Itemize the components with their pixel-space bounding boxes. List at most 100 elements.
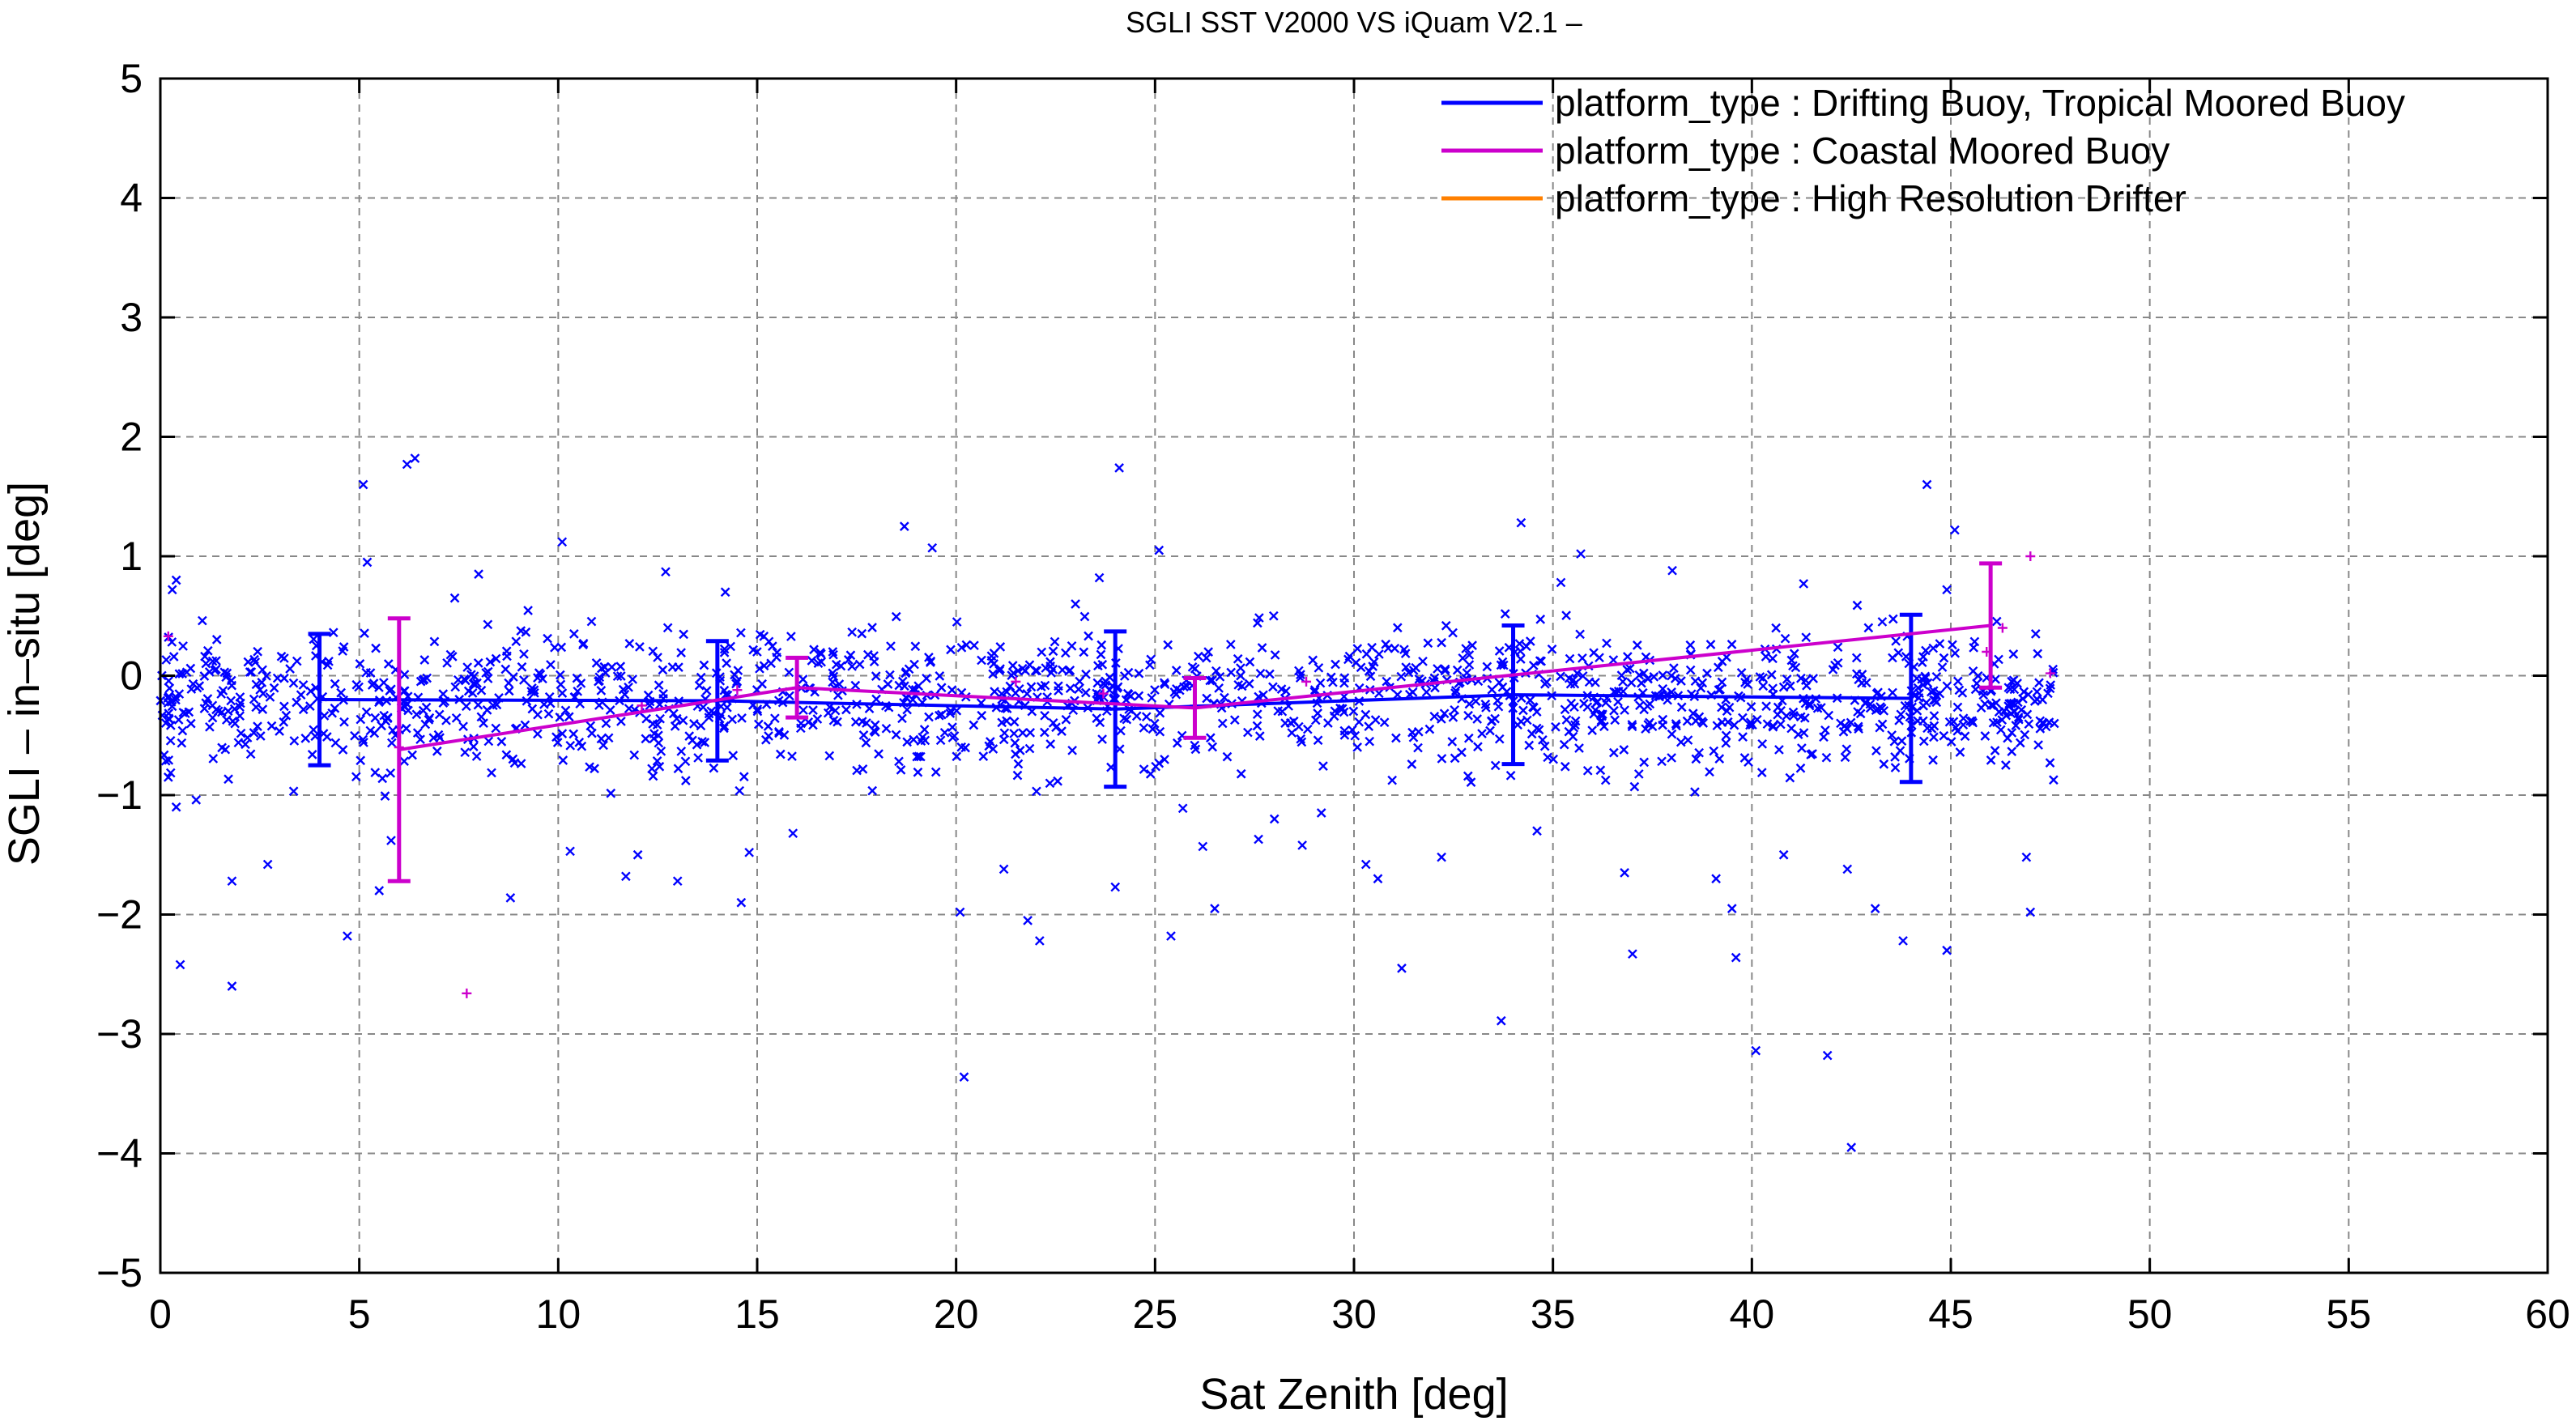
drifting-buoy-point <box>1802 680 1812 691</box>
drifting-buoy-point <box>1352 742 1362 752</box>
drifting-buoy-point <box>621 871 631 882</box>
drifting-buoy-point <box>1096 640 1107 650</box>
drifting-buoy-point <box>832 717 842 727</box>
drifting-buoy-point <box>1408 666 1419 675</box>
drifting-buoy-point <box>519 649 529 659</box>
y-tick-label: 5 <box>120 56 143 101</box>
drifting-buoy-point <box>775 749 786 759</box>
drifting-buoy-point <box>1852 600 1863 611</box>
drifting-buoy-point <box>230 718 241 729</box>
drifting-buoy-point <box>990 687 999 696</box>
drifting-buoy-point <box>351 679 362 690</box>
drifting-buoy-point <box>1487 684 1497 695</box>
drifting-buoy-point <box>288 678 299 688</box>
drifting-buoy-point <box>336 687 346 698</box>
drifting-buoy-point <box>1667 565 1677 576</box>
drifting-buoy-point <box>1610 715 1620 725</box>
drifting-buoy-point <box>1556 671 1565 682</box>
drifting-buoy-point <box>429 636 440 647</box>
drifting-buoy-point <box>1751 1045 1761 1056</box>
drifting-buoy-point <box>191 795 202 805</box>
drifting-buoy-point <box>919 725 930 734</box>
drifting-buoy-point <box>1918 716 1928 726</box>
drifting-buoy-point <box>1485 725 1495 736</box>
drifting-buoy-point <box>533 709 543 720</box>
drifting-buoy-point <box>624 682 633 692</box>
drifting-buoy-point <box>1493 701 1504 712</box>
x-tick-label: 55 <box>2327 1291 2372 1337</box>
drifting-buoy-point <box>1928 643 1939 653</box>
drifting-buoy-point <box>1950 525 1960 535</box>
drifting-buoy-point <box>1122 714 1132 725</box>
drifting-buoy-point <box>1296 734 1306 744</box>
drifting-buoy-point <box>1079 611 1090 622</box>
drifting-buoy-point <box>1215 671 1225 682</box>
drifting-buoy-point <box>1448 713 1458 722</box>
drifting-buoy-point <box>1500 609 1510 619</box>
drifting-buoy-point <box>227 680 237 691</box>
drifting-buoy-point <box>1313 708 1322 718</box>
drifting-buoy-point <box>1147 693 1157 703</box>
drifting-buoy-point <box>1921 698 1931 708</box>
drifting-buoy-point <box>1879 759 1889 769</box>
drifting-buoy-point <box>520 720 530 730</box>
drifting-buoy-point <box>246 667 257 677</box>
drifting-buoy-point <box>1995 725 2006 735</box>
drifting-buoy-point <box>1717 657 1727 666</box>
drifting-buoy-point <box>496 737 507 747</box>
drifting-buoy-point <box>1840 752 1850 763</box>
drifting-buoy-point <box>1207 675 1217 686</box>
drifting-buoy-point <box>1403 667 1414 678</box>
drifting-buoy-point <box>552 738 563 747</box>
drifting-buoy-point <box>1978 690 1989 700</box>
y-tick-label: 3 <box>120 295 143 340</box>
drifting-buoy-point <box>305 686 316 696</box>
drifting-buoy-point <box>726 641 736 652</box>
drifting-buoy-point <box>599 662 610 672</box>
drifting-buoy-point <box>1942 681 1952 691</box>
drifting-buoy-point <box>998 734 1009 745</box>
drifting-buoy-point <box>1421 687 1432 697</box>
drifting-buoy-point <box>1776 705 1786 716</box>
drifting-buoy-point <box>1634 670 1645 680</box>
drifting-buoy-point <box>1950 648 1961 658</box>
drifting-buoy-point <box>696 721 706 731</box>
drifting-buoy-point <box>787 751 797 761</box>
drifting-buoy-point <box>1875 722 1885 733</box>
drifting-buoy-point <box>701 686 712 696</box>
drifting-buoy-point <box>251 679 262 690</box>
drifting-buoy-point <box>2008 698 2019 708</box>
drifting-buoy-point <box>862 718 871 728</box>
drifting-buoy-point <box>1743 679 1753 689</box>
drifting-buoy-point <box>670 721 680 731</box>
drifting-buoy-point <box>1722 717 1733 727</box>
drifting-buoy-point <box>1788 707 1799 717</box>
drifting-buoy-point <box>947 722 957 732</box>
drifting-buoy-point <box>1048 646 1058 657</box>
drifting-buoy-point <box>564 712 574 722</box>
drifting-buoy-point <box>863 649 873 660</box>
drifting-buoy-point <box>867 623 877 632</box>
drifting-buoy-point <box>897 713 907 724</box>
drifting-buoy-point <box>1738 713 1748 723</box>
drifting-buoy-point <box>1364 721 1374 731</box>
drifting-buoy-point <box>1727 640 1737 649</box>
drifting-buoy-point <box>1365 736 1375 747</box>
drifting-buoy-error-bar <box>1501 623 1525 767</box>
drifting-buoy-point <box>1980 731 1991 741</box>
drifting-buoy-point <box>1092 713 1102 723</box>
drifting-buoy-point <box>1179 682 1189 692</box>
drifting-buoy-point <box>1566 698 1577 708</box>
drifting-buoy-point <box>1620 868 1629 878</box>
drifting-buoy-point <box>1194 651 1203 662</box>
drifting-buoy-point <box>1525 636 1535 646</box>
drifting-buoy-point <box>1556 577 1566 588</box>
drifting-buoy-point <box>1970 684 1981 695</box>
drifting-buoy-point <box>1387 775 1398 785</box>
drifting-buoy-point <box>227 876 237 887</box>
drifting-buoy-point <box>2009 684 2020 695</box>
drifting-buoy-point <box>1347 725 1357 735</box>
drifting-buoy-point <box>415 734 425 745</box>
drifting-buoy-point <box>1058 665 1067 675</box>
drifting-buoy-point <box>1177 803 1188 814</box>
